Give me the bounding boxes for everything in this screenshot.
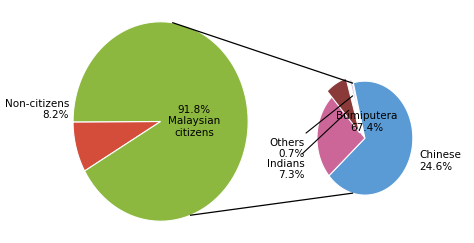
Polygon shape — [327, 78, 360, 133]
Polygon shape — [329, 81, 413, 195]
Text: Bumiputera
67.4%: Bumiputera 67.4% — [337, 111, 398, 133]
Polygon shape — [73, 22, 248, 221]
Text: 91.8%
Malaysian
citizens: 91.8% Malaysian citizens — [168, 105, 220, 138]
Polygon shape — [317, 96, 365, 176]
Text: Chinese
24.6%: Chinese 24.6% — [419, 150, 461, 172]
Text: Indians
7.3%: Indians 7.3% — [267, 110, 349, 180]
Text: Non-citizens
8.2%: Non-citizens 8.2% — [5, 99, 69, 121]
Polygon shape — [350, 79, 363, 135]
Polygon shape — [73, 122, 161, 171]
Text: Others
0.7%: Others 0.7% — [269, 96, 353, 159]
